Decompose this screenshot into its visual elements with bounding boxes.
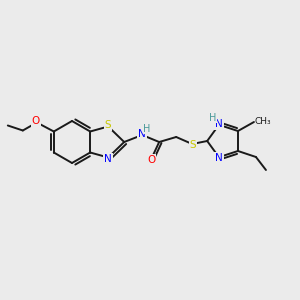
Text: H: H bbox=[143, 124, 151, 134]
Text: N: N bbox=[215, 119, 223, 129]
Text: O: O bbox=[32, 116, 40, 127]
Text: S: S bbox=[190, 140, 196, 150]
Text: N: N bbox=[104, 154, 112, 164]
Text: N: N bbox=[215, 153, 223, 163]
Text: S: S bbox=[105, 121, 112, 130]
Text: O: O bbox=[147, 155, 155, 165]
Text: CH₃: CH₃ bbox=[255, 116, 272, 125]
Text: N: N bbox=[138, 129, 146, 139]
Text: H: H bbox=[209, 113, 217, 123]
